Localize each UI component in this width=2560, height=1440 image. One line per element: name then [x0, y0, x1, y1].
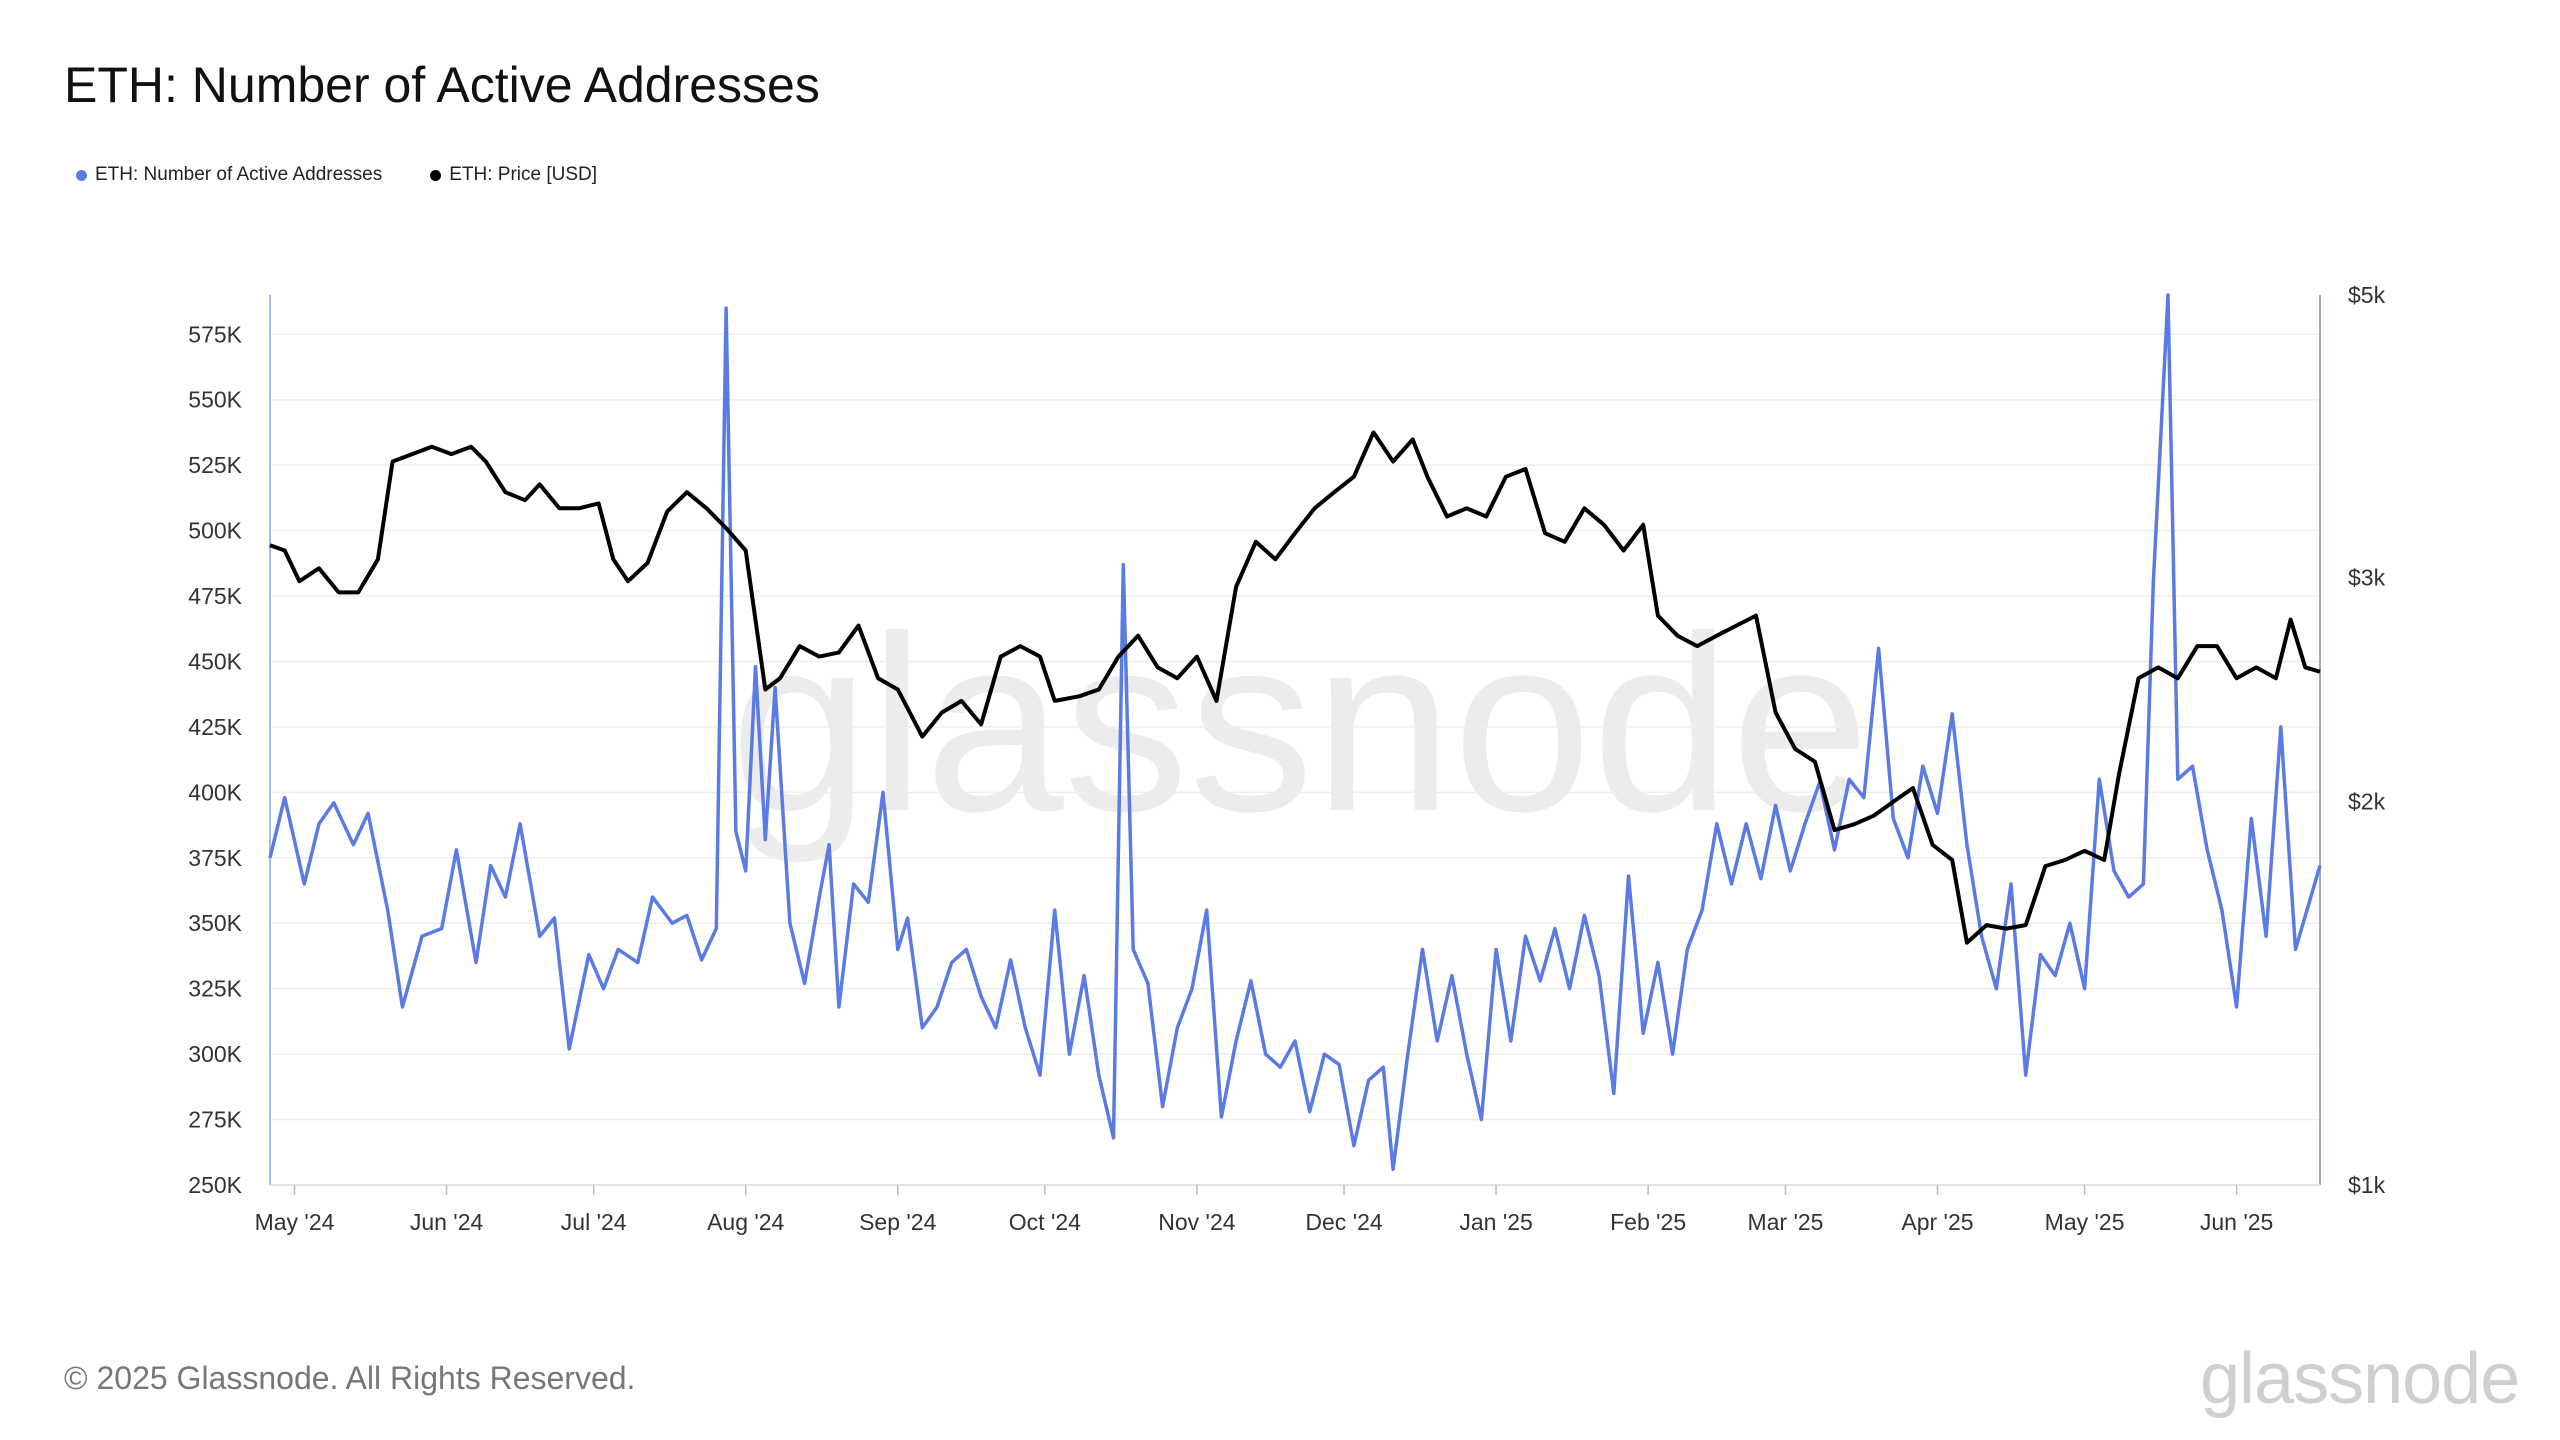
- x-tick-label: Jan '25: [1459, 1209, 1532, 1235]
- legend: ETH: Number of Active Addresses ETH: Pri…: [76, 164, 597, 186]
- y-right-tick-label: $5k: [2348, 282, 2386, 308]
- legend-item-active-addresses[interactable]: ETH: Number of Active Addresses: [76, 164, 382, 186]
- x-tick-label: Oct '24: [1009, 1209, 1081, 1235]
- y-left-tick-label: 275K: [188, 1107, 242, 1133]
- y-left-tick-label: 375K: [188, 845, 242, 871]
- x-tick-label: Feb '25: [1610, 1209, 1686, 1235]
- y-left-tick-label: 300K: [188, 1041, 242, 1067]
- watermark: glassnode: [730, 584, 1870, 863]
- y-left-tick-label: 475K: [188, 583, 242, 609]
- legend-item-price[interactable]: ETH: Price [USD]: [430, 164, 597, 186]
- series-line-price: [269, 430, 2321, 945]
- y-right-tick-label: $2k: [2348, 789, 2386, 815]
- x-tick-label: Jun '24: [410, 1209, 484, 1235]
- x-tick-label: Jun '25: [2200, 1209, 2273, 1235]
- y-left-tick-label: 575K: [188, 321, 242, 347]
- series-layer: [268, 293, 2322, 1172]
- x-tick-label: Nov '24: [1158, 1209, 1235, 1235]
- legend-dot-price: [430, 169, 442, 181]
- y-left-tick-label: 425K: [188, 714, 242, 740]
- x-tick-label: May '25: [2045, 1209, 2125, 1235]
- legend-label-active-addresses: ETH: Number of Active Addresses: [95, 164, 383, 185]
- y-left-tick-label: 325K: [188, 976, 242, 1002]
- chart-title: ETH: Number of Active Addresses: [64, 57, 820, 113]
- y-left-tick-label: 525K: [188, 452, 242, 478]
- axes: 250K 275K 300K 325K 350K 375K 400K 425K 450K 475K…: [188, 282, 2385, 1235]
- y-left-tick-label: 250K: [188, 1172, 242, 1198]
- copyright-footer: © 2025 Glassnode. All Rights Reserved.: [64, 1360, 636, 1396]
- x-tick-label: Aug '24: [707, 1209, 784, 1235]
- y-right-tick-label: $3k: [2348, 564, 2386, 590]
- x-tick-label: Jul '24: [561, 1209, 627, 1235]
- y-left-tick-label: 400K: [188, 779, 242, 805]
- legend-dot-active-addresses: [76, 169, 87, 181]
- x-tick-label: Sep '24: [859, 1209, 936, 1235]
- x-tick-label: Dec '24: [1305, 1209, 1382, 1235]
- legend-label-price: ETH: Price [USD]: [449, 164, 598, 185]
- y-left-tick-label: 550K: [188, 387, 242, 413]
- x-tick-label: Mar '25: [1747, 1209, 1823, 1235]
- y-right-tick-label: $1k: [2348, 1172, 2386, 1198]
- x-tick-label: May '24: [255, 1209, 335, 1235]
- y-left-tick-label: 500K: [188, 518, 242, 544]
- series-line-active-addresses: [268, 293, 2322, 1172]
- brand-logo: glassnode: [2200, 1339, 2520, 1419]
- y-left-tick-label: 350K: [188, 910, 242, 936]
- y-left-tick-label: 450K: [188, 648, 242, 674]
- x-tick-label: Apr '25: [1901, 1209, 1973, 1235]
